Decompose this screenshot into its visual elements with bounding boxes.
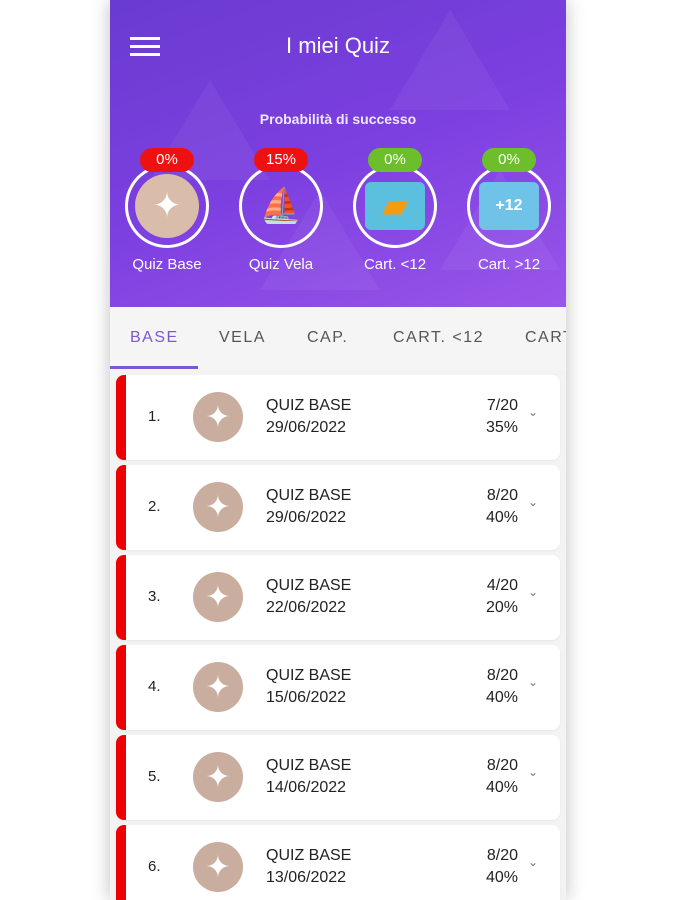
quiz-info: QUIZ BASE 14/06/2022 bbox=[266, 755, 351, 799]
quiz-percent: 20% bbox=[485, 599, 518, 616]
quiz-percent: 40% bbox=[485, 779, 518, 796]
quiz-percent: 40% bbox=[485, 689, 518, 706]
quiz-row[interactable]: 5. ✦ QUIZ BASE 14/06/2022 8/20 40% ⌄ bbox=[116, 735, 560, 820]
quiz-score: 8/20 bbox=[486, 667, 518, 684]
quiz-name: QUIZ BASE bbox=[266, 397, 352, 414]
quiz-info: QUIZ BASE 22/06/2022 bbox=[266, 575, 351, 619]
quiz-index: 5. bbox=[148, 768, 161, 785]
quiz-date: 29/06/2022 bbox=[266, 509, 347, 526]
status-bar bbox=[116, 375, 126, 460]
tab-cap[interactable]: CAP. bbox=[307, 329, 349, 346]
compass-rose-icon: ✦ bbox=[193, 842, 243, 892]
quiz-percent: 35% bbox=[485, 419, 518, 436]
quiz-score: 8/20 bbox=[486, 487, 518, 504]
status-bar bbox=[116, 465, 126, 550]
compass-rose-icon: ✦ bbox=[135, 174, 199, 238]
compass-rose-icon: ✦ bbox=[193, 392, 243, 442]
category-label: Cart. <12 bbox=[363, 256, 427, 273]
quiz-row[interactable]: 2. ✦ QUIZ BASE 29/06/2022 8/20 40% ⌄ bbox=[116, 465, 560, 550]
category-label: Quiz Base bbox=[132, 256, 202, 273]
probability-badge: 0% bbox=[140, 148, 194, 172]
category-cart-under-12[interactable]: 0% ▰ Cart. <12 bbox=[345, 148, 445, 273]
quiz-info: QUIZ BASE 29/06/2022 bbox=[266, 395, 351, 439]
map-plus12-icon: +12 bbox=[479, 182, 539, 230]
quiz-date: 13/06/2022 bbox=[266, 869, 347, 886]
quiz-name: QUIZ BASE bbox=[266, 847, 352, 864]
quiz-date: 22/06/2022 bbox=[266, 599, 347, 616]
quiz-result: 8/20 40% bbox=[486, 485, 518, 529]
quiz-name: QUIZ BASE bbox=[266, 667, 352, 684]
status-bar bbox=[116, 645, 126, 730]
active-tab-indicator bbox=[110, 366, 198, 369]
quiz-row[interactable]: 6. ✦ QUIZ BASE 13/06/2022 8/20 40% ⌄ bbox=[116, 825, 560, 900]
status-bar bbox=[116, 555, 126, 640]
quiz-index: 1. bbox=[148, 408, 161, 425]
quiz-name: QUIZ BASE bbox=[266, 487, 352, 504]
tab-bar: BASE VELA CAP. CART. <12 CART bbox=[110, 307, 566, 370]
quiz-name: QUIZ BASE bbox=[266, 757, 352, 774]
tab-cart-under-12[interactable]: CART. <12 bbox=[393, 329, 485, 346]
quiz-result: 7/20 35% bbox=[486, 395, 518, 439]
quiz-info: QUIZ BASE 13/06/2022 bbox=[266, 845, 351, 889]
status-bar bbox=[116, 735, 126, 820]
quiz-score: 8/20 bbox=[486, 757, 518, 774]
tab-vela[interactable]: VELA bbox=[219, 329, 266, 346]
header: I miei Quiz Probabilità di successo 0% ✦… bbox=[110, 0, 566, 307]
quiz-index: 2. bbox=[148, 498, 161, 515]
quiz-index: 3. bbox=[148, 588, 161, 605]
quiz-date: 14/06/2022 bbox=[266, 779, 347, 796]
tab-cart-over-12[interactable]: CART bbox=[525, 329, 566, 346]
quiz-result: 8/20 40% bbox=[486, 845, 518, 889]
compass-rose-icon: ✦ bbox=[193, 572, 243, 622]
category-quiz-vela[interactable]: 15% ⛵ Quiz Vela bbox=[231, 148, 331, 273]
quiz-score: 8/20 bbox=[486, 847, 518, 864]
quiz-name: QUIZ BASE bbox=[266, 577, 352, 594]
probability-badge: 15% bbox=[254, 148, 308, 172]
quiz-result: 8/20 40% bbox=[486, 665, 518, 709]
category-cart-over-12[interactable]: 0% +12 Cart. >12 bbox=[459, 148, 559, 273]
quiz-info: QUIZ BASE 29/06/2022 bbox=[266, 485, 351, 529]
quiz-result: 8/20 40% bbox=[486, 755, 518, 799]
app-screen: I miei Quiz Probabilità di successo 0% ✦… bbox=[110, 0, 566, 900]
quiz-result: 4/20 20% bbox=[486, 575, 518, 619]
chevron-down-icon[interactable]: ⌄ bbox=[527, 765, 538, 779]
compass-rose-icon: ✦ bbox=[193, 482, 243, 532]
map-icon: ▰ bbox=[365, 182, 425, 230]
sailboat-icon: ⛵ bbox=[259, 187, 303, 225]
quiz-date: 15/06/2022 bbox=[266, 689, 347, 706]
success-probability-label: Probabilità di successo bbox=[259, 111, 417, 127]
quiz-score: 7/20 bbox=[486, 397, 518, 414]
chevron-down-icon[interactable]: ⌄ bbox=[527, 405, 538, 419]
quiz-row[interactable]: 1. ✦ QUIZ BASE 29/06/2022 7/20 35% ⌄ bbox=[116, 375, 560, 460]
probability-badge: 0% bbox=[482, 148, 536, 172]
hamburger-menu-icon[interactable] bbox=[130, 37, 160, 57]
category-label: Cart. >12 bbox=[477, 256, 541, 273]
chevron-down-icon[interactable]: ⌄ bbox=[527, 855, 538, 869]
chevron-down-icon[interactable]: ⌄ bbox=[527, 675, 538, 689]
page-title: I miei Quiz bbox=[286, 33, 390, 58]
quiz-percent: 40% bbox=[485, 869, 518, 886]
category-quiz-base[interactable]: 0% ✦ Quiz Base bbox=[117, 148, 217, 273]
quiz-score: 4/20 bbox=[486, 577, 518, 594]
status-bar bbox=[116, 825, 126, 900]
compass-rose-icon: ✦ bbox=[193, 752, 243, 802]
quiz-percent: 40% bbox=[485, 509, 518, 526]
chevron-down-icon[interactable]: ⌄ bbox=[527, 495, 538, 509]
category-label: Quiz Vela bbox=[248, 256, 314, 273]
tab-base[interactable]: BASE bbox=[130, 329, 179, 346]
quiz-info: QUIZ BASE 15/06/2022 bbox=[266, 665, 351, 709]
quiz-index: 4. bbox=[148, 678, 161, 695]
compass-rose-icon: ✦ bbox=[193, 662, 243, 712]
chevron-down-icon[interactable]: ⌄ bbox=[527, 585, 538, 599]
probability-badge: 0% bbox=[368, 148, 422, 172]
quiz-index: 6. bbox=[148, 858, 161, 875]
quiz-row[interactable]: 3. ✦ QUIZ BASE 22/06/2022 4/20 20% ⌄ bbox=[116, 555, 560, 640]
quiz-date: 29/06/2022 bbox=[266, 419, 347, 436]
quiz-row[interactable]: 4. ✦ QUIZ BASE 15/06/2022 8/20 40% ⌄ bbox=[116, 645, 560, 730]
